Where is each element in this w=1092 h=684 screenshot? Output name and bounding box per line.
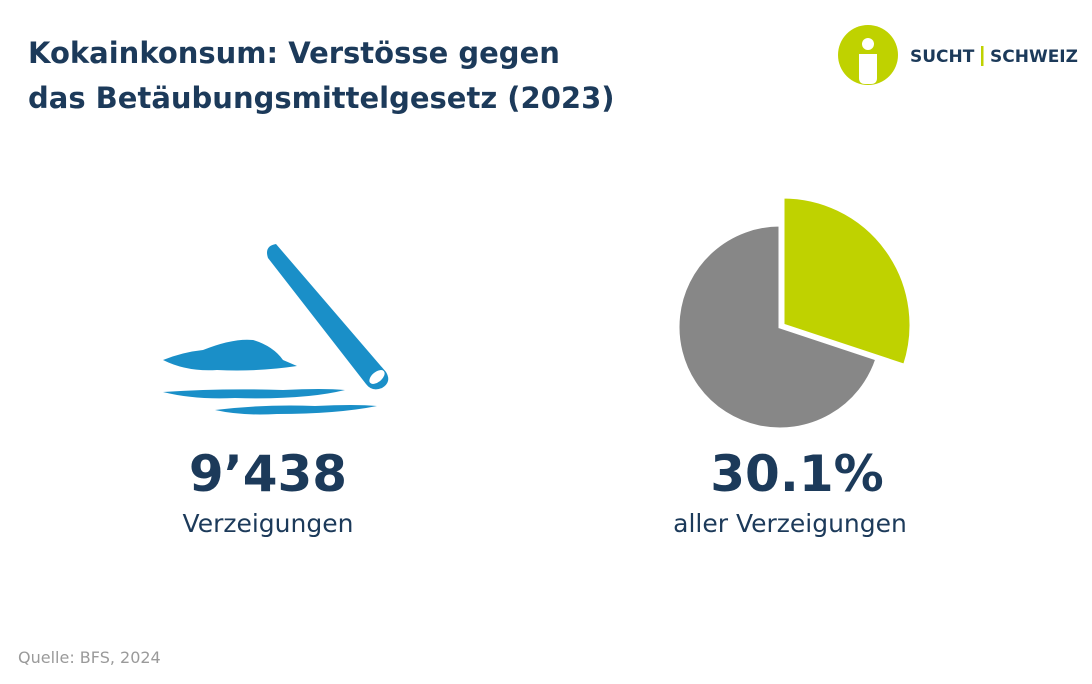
powder-line [215,405,377,415]
pie-caption: aller Verzeigungen [673,509,907,538]
pie-slice [781,195,913,368]
pie [676,195,913,431]
stat-caption: Verzeigungen [183,509,354,538]
logo-text: SUCHT [910,47,975,67]
logo: SUCHT SCHWEIZ [838,25,1078,85]
pie-label: 30.1% [710,445,883,503]
logo-text: SCHWEIZ [990,47,1078,67]
logo-head [862,38,874,50]
powder [163,339,297,371]
title: Kokainkonsum: Verstösse gegen [28,36,560,70]
straw-end [369,370,385,384]
powder-line [163,389,345,399]
logo-body [859,54,877,84]
logo-divider [981,46,984,66]
stat-value: 9’438 [189,445,347,503]
cocaine-icon [163,244,389,415]
straw [267,244,389,390]
source: Quelle: BFS, 2024 [18,648,161,667]
title: das Betäubungsmittelgesetz (2023) [28,81,615,115]
pie-slice [676,223,879,431]
